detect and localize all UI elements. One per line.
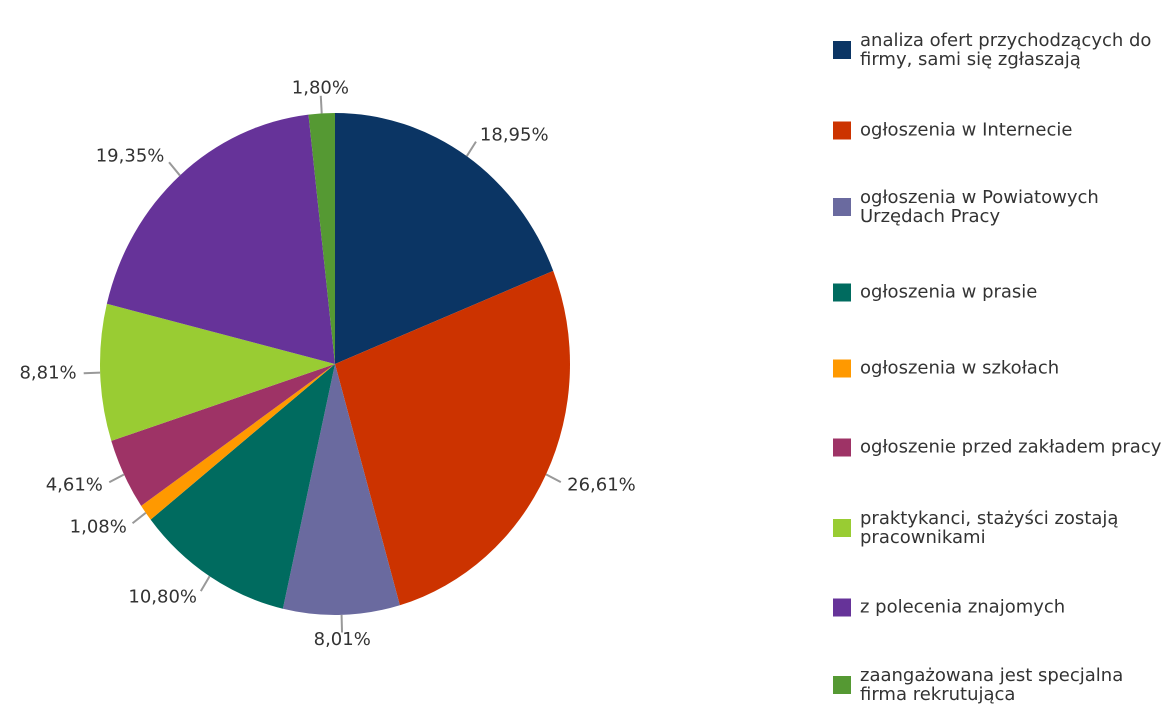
- data-label: 1,80%: [292, 77, 349, 98]
- data-label: 10,80%: [128, 587, 197, 608]
- legend-item: praktykanci, stażyści zostają pracownika…: [833, 509, 1165, 547]
- leader-line: [83, 371, 101, 375]
- pie-slice: [100, 303, 336, 441]
- data-label: 8,01%: [314, 629, 371, 650]
- legend-item: analiza ofert przychodzących do firmy, s…: [833, 31, 1165, 69]
- legend-swatch: [833, 121, 851, 139]
- pie-slice: [150, 364, 335, 609]
- legend-swatch: [833, 41, 851, 59]
- legend-item: ogłoszenia w prasie: [833, 283, 1165, 302]
- legend-item: ogłoszenie przed zakładem pracy: [833, 438, 1165, 457]
- pie-slice: [106, 114, 335, 364]
- leader-line: [199, 575, 211, 592]
- legend-swatch: [833, 676, 851, 694]
- legend-label: praktykanci, stażyści zostają pracownika…: [860, 508, 1119, 548]
- leader-line: [545, 473, 562, 484]
- leader-line: [168, 161, 181, 177]
- leader-line: [319, 95, 323, 114]
- legend-swatch: [833, 198, 851, 216]
- legend-label: zaangażowana jest specjalna firma rekrut…: [860, 665, 1124, 705]
- data-label: 18,95%: [480, 124, 549, 145]
- legend-swatch: [833, 519, 851, 537]
- legend-swatch: [833, 438, 851, 456]
- legend-swatch: [833, 359, 851, 377]
- legend-label: ogłoszenia w Internecie: [860, 119, 1073, 141]
- pie-slice: [335, 113, 554, 364]
- legend-label: ogłoszenia w szkołach: [860, 357, 1060, 379]
- legend-label: z polecenia znajomych: [860, 596, 1066, 618]
- pie-slice: [335, 270, 570, 606]
- leader-line: [131, 512, 147, 525]
- legend-item: ogłoszenia w Internecie: [833, 121, 1165, 140]
- legend-swatch: [833, 598, 851, 616]
- legend-item: z polecenia znajomych: [833, 598, 1165, 617]
- leader-line: [108, 473, 125, 484]
- data-label: 8,81%: [19, 363, 76, 384]
- legend-label: analiza ofert przychodzących do firmy, s…: [860, 30, 1152, 70]
- legend-label: ogłoszenia w Powiatowych Urzędach Pracy: [860, 187, 1099, 227]
- legend-label: ogłoszenia w prasie: [860, 281, 1038, 303]
- leader-line: [465, 141, 477, 157]
- pie-slice: [141, 364, 335, 520]
- pie-slice: [308, 113, 335, 364]
- legend-item: ogłoszenia w szkołach: [833, 359, 1165, 378]
- pie-area: 18,95% 26,61% 8,01% 10,80% 1,08% 4,61% 8,81% 19…: [19, 77, 636, 650]
- legend-item: zaangażowana jest specjalna firma rekrut…: [833, 666, 1165, 704]
- data-label: 1,08%: [70, 517, 127, 538]
- legend-item: ogłoszenia w Powiatowych Urzędach Pracy: [833, 188, 1165, 226]
- pie-slice: [282, 364, 400, 616]
- data-label: 26,61%: [567, 474, 636, 495]
- legend-label: ogłoszenie przed zakładem pracy: [860, 436, 1162, 458]
- data-label: 19,35%: [96, 146, 165, 167]
- data-label: 4,61%: [46, 475, 103, 496]
- pie-slice: [111, 364, 335, 506]
- legend-swatch: [833, 283, 851, 301]
